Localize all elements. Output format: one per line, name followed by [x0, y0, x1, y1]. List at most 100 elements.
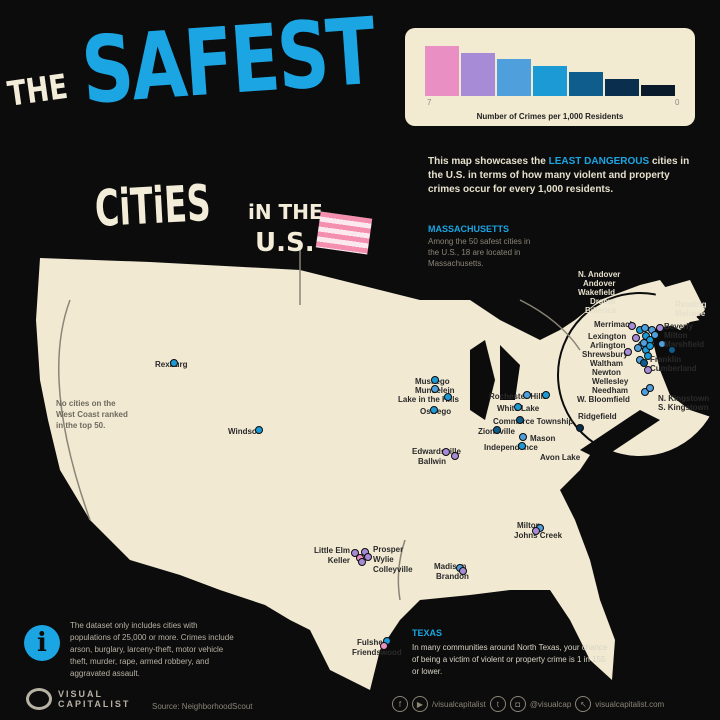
intro-part1: This map showcases the [428, 156, 549, 167]
ne-city-label: Dracut [590, 297, 616, 306]
city-label: Brandon [436, 572, 469, 581]
legend-caption: Number of Crimes per 1,000 Residents [476, 112, 624, 121]
youtube-icon[interactable]: ▶ [412, 696, 428, 712]
ne-city-marker[interactable] [644, 352, 652, 360]
title-cities: CiTiES [93, 173, 213, 238]
handle-visualcap[interactable]: @visualcap [529, 699, 572, 709]
intro-highlight: LEAST DANGEROUS [548, 156, 650, 167]
social-bar: f ▶ /visualcapitalist t ◘ @visualcap ↖ v… [392, 696, 664, 712]
city-marker[interactable] [431, 376, 439, 384]
ne-city-label: Newton [592, 368, 621, 377]
legend-box: 7 0 Number of Crimes per 1,000 Residents [405, 28, 695, 126]
facebook-icon[interactable]: f [392, 696, 408, 712]
legend-swatch [533, 65, 567, 96]
city-label: Rochester Hills [489, 392, 548, 401]
legend-swatch [425, 46, 459, 96]
ne-city-marker[interactable] [651, 331, 659, 339]
city-label: Little Elm [313, 546, 350, 555]
instagram-icon[interactable]: ◘ [509, 696, 526, 712]
us-flag-icon [315, 211, 373, 255]
website-icon[interactable]: ↖ [575, 696, 592, 712]
website-link[interactable]: visualcapitalist.com [595, 699, 665, 709]
city-marker[interactable] [170, 359, 178, 367]
city-marker[interactable] [255, 426, 263, 434]
ne-city-label: Arlington [590, 341, 626, 350]
city-label: Fulshear [357, 638, 391, 647]
ne-city-label: Cumberland [650, 364, 697, 373]
twitter-icon[interactable]: t [489, 696, 506, 712]
us-mainland [36, 258, 690, 690]
city-marker[interactable] [519, 433, 527, 441]
city-label: Windsor [228, 427, 260, 436]
ne-city-marker[interactable] [641, 388, 649, 396]
city-label: Mason [530, 434, 556, 443]
city-marker[interactable] [532, 527, 540, 535]
ne-city-label: Merrimack [594, 320, 635, 329]
ne-city-marker[interactable] [646, 384, 654, 392]
city-marker[interactable] [516, 416, 524, 424]
ne-city-label: Ridgefield [578, 412, 617, 421]
texas-heading: TEXAS [412, 628, 443, 638]
ne-city-marker[interactable] [624, 348, 632, 356]
ne-city-label: S. Kingstown [658, 403, 709, 412]
city-label: Madison [434, 562, 467, 571]
title-safest: SAFEST [78, 0, 377, 125]
ne-city-marker[interactable] [644, 366, 652, 374]
brand: VISUAL CAPITALIST [58, 689, 130, 709]
ne-city-label: N. Kingstown [658, 394, 710, 403]
city-marker[interactable] [523, 391, 531, 399]
city-marker[interactable] [514, 403, 522, 411]
city-marker[interactable] [380, 642, 388, 650]
ne-city-label: Marshfield [664, 340, 705, 349]
city-label: Edwardsville [412, 447, 461, 456]
city-marker[interactable] [542, 391, 550, 399]
ne-city-marker[interactable] [632, 334, 640, 342]
ne-city-label: Franklin [650, 355, 682, 364]
city-marker[interactable] [431, 385, 439, 393]
city-label: Lake in the Hills [398, 395, 459, 404]
city-marker[interactable] [451, 452, 459, 460]
city-marker[interactable] [444, 393, 452, 401]
ne-city-label: Beverly [664, 322, 693, 331]
ne-city-marker[interactable] [658, 340, 666, 348]
ne-city-marker[interactable] [668, 346, 676, 354]
city-marker[interactable] [358, 558, 366, 566]
handle-visualcapitalist[interactable]: /visualcapitalist [432, 699, 486, 709]
city-label: Milton [517, 521, 541, 530]
legend-swatch [461, 52, 495, 96]
city-marker[interactable] [459, 567, 467, 575]
ne-city-marker[interactable] [656, 324, 664, 332]
legend-swatch [605, 78, 639, 96]
ne-city-label: Wakefield [578, 288, 616, 297]
city-label: Colleyville [373, 565, 413, 574]
info-text: The dataset only includes cities with po… [70, 621, 234, 678]
ne-city-label: Billerica [585, 306, 617, 315]
ne-city-marker[interactable] [646, 342, 654, 350]
ne-city-label: Shrewsbury [582, 350, 628, 359]
city-marker[interactable] [351, 549, 359, 557]
city-label: Prosper [373, 545, 404, 554]
city-marker[interactable] [430, 406, 438, 414]
legend-min: 7 [427, 98, 432, 107]
city-marker[interactable] [493, 426, 501, 434]
city-label: Friendswood [352, 648, 402, 657]
ne-city-label: Reading [675, 300, 707, 309]
ne-city-marker[interactable] [576, 424, 584, 432]
city-label: Commerce Township [493, 417, 574, 426]
brand-line1: VISUAL [58, 689, 104, 699]
legend-swatch [497, 59, 531, 96]
ma-heading: MASSACHUSETTS [428, 224, 510, 234]
title-the: THE [5, 66, 71, 115]
city-label: Keller [327, 556, 350, 565]
ne-city-marker[interactable] [634, 344, 642, 352]
city-marker[interactable] [442, 448, 450, 456]
ne-city-label: Wellesley [592, 377, 629, 386]
legend-swatch [641, 85, 675, 96]
city-marker[interactable] [518, 442, 526, 450]
city-marker[interactable] [364, 553, 372, 561]
ne-city-label: Andover [583, 279, 616, 288]
city-label: Independence [484, 443, 538, 452]
ne-city-marker[interactable] [628, 322, 636, 330]
ne-city-label: Lexington [588, 332, 627, 341]
title-in-the: iN THE [248, 200, 323, 224]
